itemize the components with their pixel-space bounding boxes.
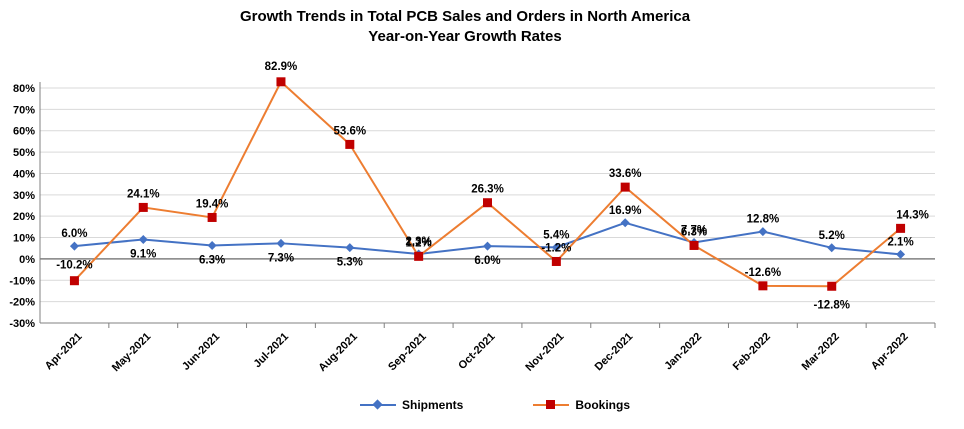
x-tick-label: May-2021 — [110, 331, 154, 375]
point-shipments — [345, 243, 355, 253]
point-bookings — [758, 281, 768, 291]
point-shipments — [138, 234, 148, 244]
data-label-shipments: 2.3% — [406, 236, 432, 248]
point-bookings — [483, 198, 492, 208]
chart-subtitle: Year-on-Year Growth Rates — [368, 28, 562, 45]
data-label-shipments: 7.7% — [681, 224, 707, 236]
chart-legend: Shipments Bookings — [360, 398, 630, 412]
legend-item-bookings: Bookings — [533, 398, 630, 412]
legend-label-bookings: Bookings — [575, 398, 631, 412]
y-tick-label: 60% — [13, 126, 35, 138]
chart-title: Growth Trends in Total PCB Sales and Ord… — [239, 8, 691, 25]
point-bookings — [896, 223, 906, 233]
data-label-bookings: -1.2% — [541, 242, 571, 254]
data-label-shipments: 6.0% — [474, 255, 500, 267]
x-tick-label: Feb-2022 — [731, 331, 773, 373]
y-tick-label: 50% — [13, 147, 35, 159]
y-tick-label: 30% — [13, 190, 35, 202]
legend-item-shipments: Shipments — [360, 398, 463, 412]
point-shipments — [827, 243, 837, 253]
x-tick-label: Jun-2021 — [180, 331, 222, 373]
data-label-bookings: 82.9% — [265, 61, 298, 73]
point-shipments — [620, 218, 630, 228]
data-label-bookings: 14.3% — [896, 209, 929, 221]
x-tick-label: Sep-2021 — [386, 331, 429, 374]
data-label-shipments: 6.3% — [199, 254, 225, 266]
y-tick-label: 80% — [13, 83, 35, 95]
data-label-bookings: 26.3% — [471, 184, 504, 196]
point-shipments — [207, 240, 217, 250]
legend-swatch-bookings — [533, 400, 570, 410]
data-label-shipments: 6.0% — [61, 228, 87, 240]
legend-swatch-shipments — [360, 399, 396, 410]
x-tick-label: Dec-2021 — [593, 331, 636, 374]
point-bookings — [827, 281, 837, 291]
data-label-bookings: -12.6% — [745, 267, 781, 279]
point-shipments — [69, 241, 79, 251]
data-label-bookings: 19.4% — [196, 198, 229, 210]
x-tick-label: Jan-2022 — [662, 331, 704, 373]
point-bookings — [69, 276, 79, 286]
data-label-bookings: 1.2% — [406, 237, 432, 249]
x-tick-label: Nov-2021 — [523, 331, 566, 374]
x-tick-label: Apr-2021 — [43, 331, 85, 373]
data-label-bookings: -10.2% — [56, 260, 92, 272]
data-label-shipments: 5.4% — [543, 229, 569, 241]
y-tick-label: 10% — [13, 233, 35, 245]
y-tick-label: -30% — [9, 318, 35, 330]
y-tick-label: 20% — [13, 211, 35, 223]
point-bookings — [207, 212, 217, 222]
data-label-bookings: 33.6% — [609, 168, 642, 180]
y-tick-label: -20% — [9, 297, 35, 309]
legend-label-shipments: Shipments — [402, 398, 464, 412]
point-bookings — [414, 251, 424, 261]
point-bookings — [276, 77, 286, 87]
data-label-bookings: 6.3% — [681, 226, 707, 238]
data-label-shipments: 12.8% — [747, 214, 780, 226]
y-tick-label: -10% — [9, 275, 35, 287]
data-label-bookings: 24.1% — [127, 188, 160, 200]
point-bookings — [551, 256, 561, 266]
point-bookings — [345, 139, 355, 149]
data-label-bookings: -12.8% — [814, 299, 850, 311]
data-label-shipments: 5.3% — [337, 257, 363, 269]
point-shipments — [896, 249, 906, 259]
point-shipments — [758, 227, 768, 237]
point-shipments — [551, 242, 561, 252]
point-shipments — [483, 241, 492, 251]
x-tick-label: Mar-2022 — [800, 331, 842, 373]
data-label-bookings: 53.6% — [334, 125, 367, 137]
data-label-shipments: 7.3% — [268, 252, 294, 264]
point-shipments — [276, 238, 286, 248]
x-tick-label: Oct-2021 — [456, 331, 497, 372]
data-label-shipments: 2.1% — [887, 236, 913, 248]
x-tick-label: Jul-2021 — [251, 331, 291, 371]
y-tick-label: 0% — [19, 254, 35, 266]
point-bookings — [138, 202, 148, 212]
data-label-shipments: 9.1% — [130, 248, 156, 260]
y-tick-label: 70% — [13, 104, 35, 116]
point-bookings — [620, 182, 630, 192]
x-tick-label: Apr-2022 — [869, 331, 911, 373]
data-label-shipments: 16.9% — [609, 205, 642, 217]
point-bookings — [689, 240, 699, 250]
y-tick-label: 40% — [13, 168, 35, 180]
data-label-shipments: 5.2% — [819, 230, 845, 242]
x-tick-label: Aug-2021 — [316, 331, 360, 375]
